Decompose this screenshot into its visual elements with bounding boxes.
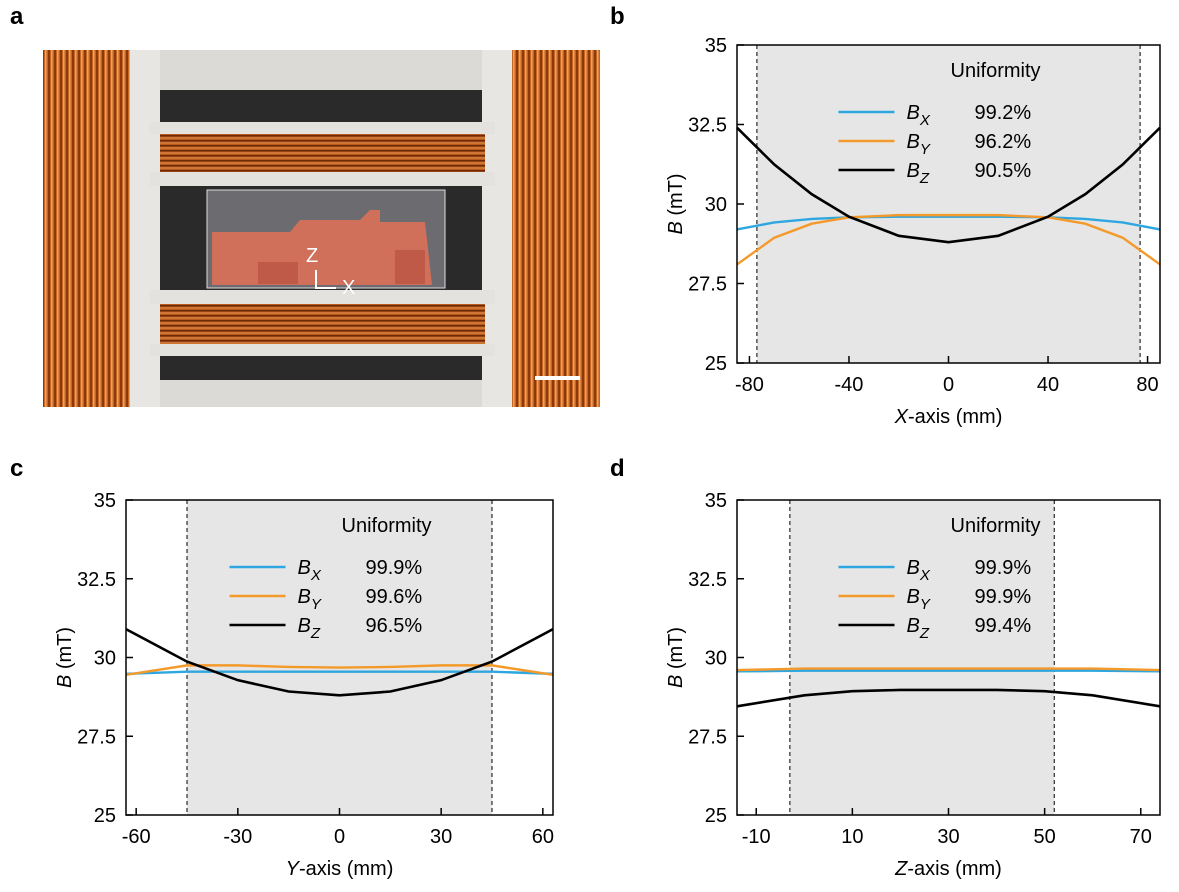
y-tick-label: 32.5 — [688, 115, 727, 137]
series-line — [736, 669, 1161, 673]
axis-label: Z — [306, 245, 318, 267]
x-tick-label: 30 — [937, 826, 959, 848]
panel-label: d — [610, 455, 625, 482]
y-tick-label: 35 — [94, 490, 116, 512]
uniformity-label: 99.9% — [975, 557, 1032, 579]
y-tick-label: 25 — [94, 805, 116, 827]
frame — [160, 50, 482, 90]
x-tick-label: 10 — [841, 826, 863, 848]
y-tick-label: 32.5 — [688, 569, 727, 591]
series-line — [736, 213, 1161, 266]
uniformity-label: 90.5% — [975, 160, 1032, 182]
x-tick-label: 0 — [943, 374, 954, 396]
panel-label: c — [10, 455, 23, 482]
x-tick-label: -10 — [742, 826, 771, 848]
series-line — [736, 126, 1161, 244]
x-tick-label: 30 — [430, 826, 452, 848]
plate — [150, 290, 495, 304]
shaded-region — [789, 500, 1055, 815]
shaded-region — [187, 500, 492, 815]
y-tick-label: 25 — [705, 353, 727, 375]
coil — [160, 134, 485, 174]
coil — [512, 50, 600, 407]
y-tick-label: 32.5 — [77, 569, 116, 591]
y-tick-label: 35 — [705, 490, 727, 512]
plate — [150, 344, 495, 356]
uniformity-label: 99.6% — [366, 586, 423, 608]
y-axis-label: B (mT) — [665, 173, 687, 234]
axis-arrows — [315, 270, 336, 289]
uniformity-label: 99.4% — [975, 615, 1032, 637]
uniformity-label: 99.9% — [975, 586, 1032, 608]
robot-part — [258, 262, 298, 284]
legend-label: BX — [907, 557, 931, 584]
x-tick-label: 70 — [1130, 826, 1152, 848]
x-tick-label: -40 — [835, 374, 864, 396]
coil — [43, 50, 130, 407]
legend-label: BY — [907, 586, 931, 613]
coil — [160, 304, 485, 346]
uniformity-label: 99.2% — [975, 102, 1032, 124]
scale-bar — [535, 376, 580, 380]
series-line — [125, 664, 554, 677]
series-line — [736, 688, 1161, 708]
legend-label: BX — [298, 557, 322, 584]
uniformity-label: 99.9% — [366, 557, 423, 579]
series-line — [736, 215, 1161, 231]
panel-label: a — [10, 3, 24, 30]
photo: a Z X — [10, 3, 600, 407]
frame — [160, 380, 482, 407]
y-tick-label: 27.5 — [688, 274, 727, 296]
x-tick-label: -60 — [122, 826, 151, 848]
y-tick-label: 35 — [705, 35, 727, 57]
legend-title: Uniformity — [951, 515, 1041, 537]
panel-label: b — [610, 3, 625, 30]
series-line — [736, 667, 1161, 672]
y-tick-label: 27.5 — [688, 726, 727, 748]
x-tick-label: 80 — [1136, 374, 1158, 396]
legend-label: BY — [907, 131, 931, 158]
y-tick-label: 30 — [94, 648, 116, 670]
x-axis-label: X-axis (mm) — [894, 406, 1003, 428]
legend-label: BY — [298, 586, 322, 613]
y-tick-label: 27.5 — [77, 726, 116, 748]
uniformity-label: 96.5% — [366, 615, 423, 637]
y-tick-label: 25 — [705, 805, 727, 827]
x-tick-label: -80 — [735, 374, 764, 396]
x-tick-label: 50 — [1034, 826, 1056, 848]
axis-label: X — [342, 277, 355, 299]
x-tick-label: 60 — [532, 826, 554, 848]
legend-title: Uniformity — [342, 515, 432, 537]
shaded-region — [756, 45, 1141, 363]
y-tick-label: 30 — [705, 648, 727, 670]
y-tick-label: 30 — [705, 194, 727, 216]
plate — [150, 122, 495, 134]
legend-label: BZ — [298, 615, 321, 642]
series-line — [125, 628, 554, 697]
x-tick-label: 40 — [1037, 374, 1059, 396]
y-axis-label: B (mT) — [665, 627, 687, 688]
x-tick-label: 0 — [334, 826, 345, 848]
plate — [150, 172, 495, 186]
x-tick-label: -30 — [223, 826, 252, 848]
legend-label: BZ — [907, 615, 930, 642]
x-axis-label: Z-axis (mm) — [894, 858, 1002, 880]
y-axis-label: B (mT) — [54, 627, 76, 688]
legend-label: BZ — [907, 160, 930, 187]
uniformity-label: 96.2% — [975, 131, 1032, 153]
x-axis-label: Y-axis (mm) — [286, 858, 394, 880]
series-line — [125, 670, 554, 676]
legend-title: Uniformity — [951, 60, 1041, 82]
legend-label: BX — [907, 102, 931, 129]
robot-part — [395, 250, 425, 284]
